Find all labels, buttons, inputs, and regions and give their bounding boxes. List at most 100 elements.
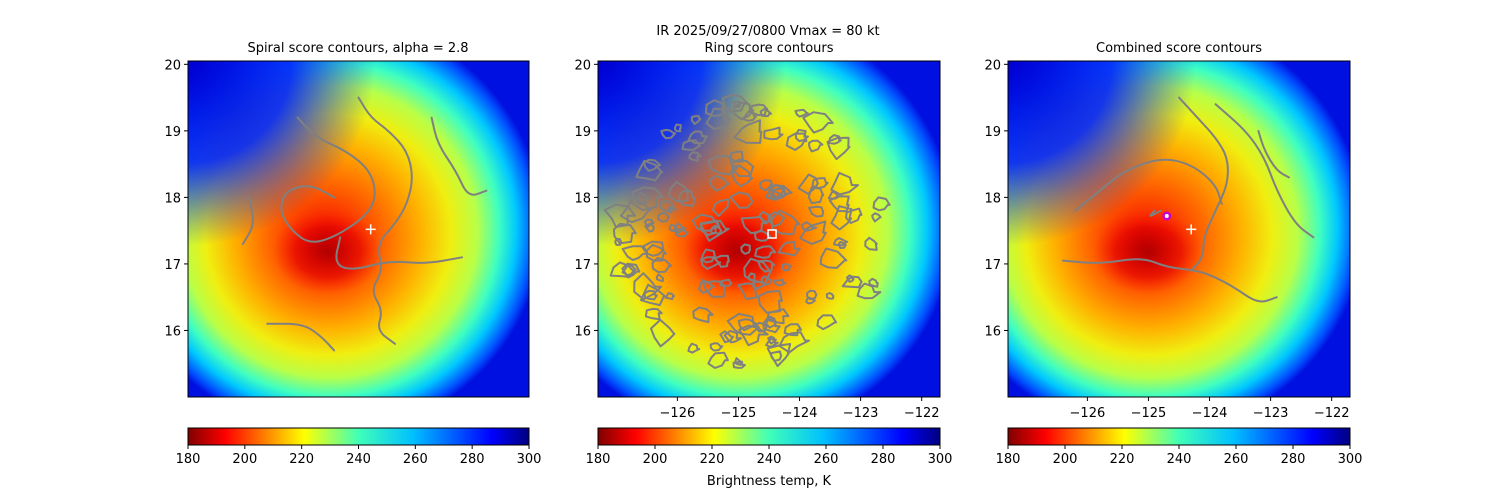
contour-line	[430, 116, 488, 196]
ring-contour-loop	[808, 139, 824, 153]
ring-contour-loop	[805, 296, 816, 305]
ring-contour-loop	[705, 107, 731, 130]
ring-contour-loop	[660, 128, 677, 140]
colorbar-ring: 180 200 220 240 260 280 300	[586, 427, 953, 467]
x-tick-label: −123	[1253, 406, 1289, 421]
colorbar-combined: 180 200 220 240 260 280 300	[996, 427, 1362, 467]
x-tick-label: −125	[721, 406, 757, 421]
ring-contour-loop	[692, 306, 714, 324]
contour-line	[241, 196, 254, 245]
ring-contour-loop	[777, 240, 801, 257]
ring-contour-loop	[816, 314, 838, 331]
ring-contour-loop	[830, 171, 859, 196]
panel-title-spiral: Spiral score contours, alpha = 2.8	[247, 41, 468, 56]
ring-contour-loop	[785, 132, 808, 151]
ring-contour-loop	[707, 351, 729, 369]
ring-contour-loop	[702, 280, 726, 298]
ring-contour-loop	[681, 139, 702, 151]
ring-contour-loop	[833, 237, 849, 247]
figure-title: IR 2025/09/27/0800 Vmax = 80 kt	[656, 24, 879, 39]
panel-title-combined: Combined score contours	[1096, 41, 1262, 56]
y-tick-label: 16	[984, 324, 1001, 339]
ir-image-combined	[1008, 61, 1350, 397]
x-tick-label: −123	[843, 406, 879, 421]
colorbar-tick-label: 180	[176, 452, 201, 467]
ring-contour-loop	[755, 321, 768, 333]
colorbar-tick-label: 240	[757, 452, 782, 467]
ring-contour-loop	[811, 177, 829, 190]
ring-contour-loop	[674, 123, 682, 133]
ring-contour-loop	[772, 278, 787, 287]
ring-contours	[603, 93, 891, 369]
ring-contour-loop	[712, 198, 730, 217]
ring-contour-loop	[621, 262, 637, 277]
ring-contour-loop	[757, 259, 776, 273]
y-axis-ring: 16 17 18 19 20	[574, 58, 598, 339]
ring-contour-loop	[828, 195, 850, 213]
ring-contour-loop	[864, 236, 878, 251]
y-axis-spiral: 16 17 18 19 20	[164, 58, 188, 339]
contour-line	[357, 96, 413, 345]
y-tick-label: 20	[164, 58, 181, 73]
combined-contours	[1062, 96, 1315, 303]
colorbar-tick-label: 180	[586, 452, 611, 467]
ring-contour-loop	[699, 219, 730, 242]
ring-contour-loop	[783, 323, 803, 337]
colorbar-tick-label: 260	[1224, 452, 1249, 467]
contour-line	[1074, 158, 1223, 212]
ring-contour-loop	[698, 279, 715, 294]
contour-line	[1178, 96, 1229, 272]
colorbar-tick-label: 180	[996, 452, 1021, 467]
y-tick-label: 20	[984, 58, 1001, 73]
panel-spiral: Spiral score contours, alpha = 2.8 16171…	[164, 41, 541, 467]
colorbar-tick-label: 200	[232, 452, 257, 467]
ring-contour-loop	[758, 211, 773, 223]
ring-contour-loop	[612, 222, 637, 245]
contour-line	[1149, 209, 1162, 217]
ring-contour-loop	[826, 136, 851, 161]
ring-contour-loop	[846, 274, 855, 283]
colorbar-tick-label: 260	[403, 452, 428, 467]
contour-line	[1214, 103, 1315, 239]
ring-contour-loop	[688, 151, 702, 162]
colorbar-tick-label: 220	[1110, 452, 1135, 467]
y-tick-label: 17	[984, 258, 1001, 273]
ring-contour-loop	[766, 343, 792, 368]
ring-contour-loop	[619, 196, 652, 224]
ring-contour-loop	[700, 248, 716, 264]
ring-contour-loop	[651, 256, 673, 273]
ring-contour-loop	[707, 155, 737, 176]
ring-contour-loop	[733, 119, 763, 144]
contour-line	[280, 116, 376, 243]
ring-contour-loop	[828, 134, 842, 145]
ring-contour-loop	[819, 247, 848, 269]
spiral-contours	[241, 96, 488, 352]
x-tick-label: −126	[660, 406, 696, 421]
ring-contour-loop	[719, 330, 734, 344]
panel-title-ring: Ring score contours	[704, 41, 833, 56]
ring-contour-loop	[642, 240, 665, 257]
ring-contour-loop	[781, 263, 793, 272]
ring-contour-loop	[778, 331, 810, 354]
x-tick-label: −124	[782, 406, 818, 421]
ring-contour-loop	[830, 205, 853, 231]
ring-contour-loop	[769, 184, 785, 199]
x-tick-label: −122	[1314, 406, 1350, 421]
ring-contour-loop	[672, 222, 687, 234]
colorbar-tick-label: 280	[460, 452, 485, 467]
y-tick-label: 20	[574, 58, 591, 73]
ring-contour-loop	[657, 211, 670, 223]
ring-contour-loop	[856, 282, 882, 300]
colorbar-tick-label: 300	[928, 452, 953, 467]
ring-contour-loop	[752, 280, 767, 290]
colorbar-label: Brightness temp, K	[707, 474, 832, 489]
ring-contour-loop	[837, 240, 847, 249]
ring-contour-loop	[732, 361, 746, 369]
contour-line	[266, 322, 336, 352]
ring-contour-loop	[769, 350, 783, 362]
ring-contour-loop	[759, 179, 774, 192]
colorbar-tick-label: 280	[1281, 452, 1306, 467]
y-tick-label: 19	[574, 125, 591, 140]
ring-contour-loop	[705, 99, 725, 117]
